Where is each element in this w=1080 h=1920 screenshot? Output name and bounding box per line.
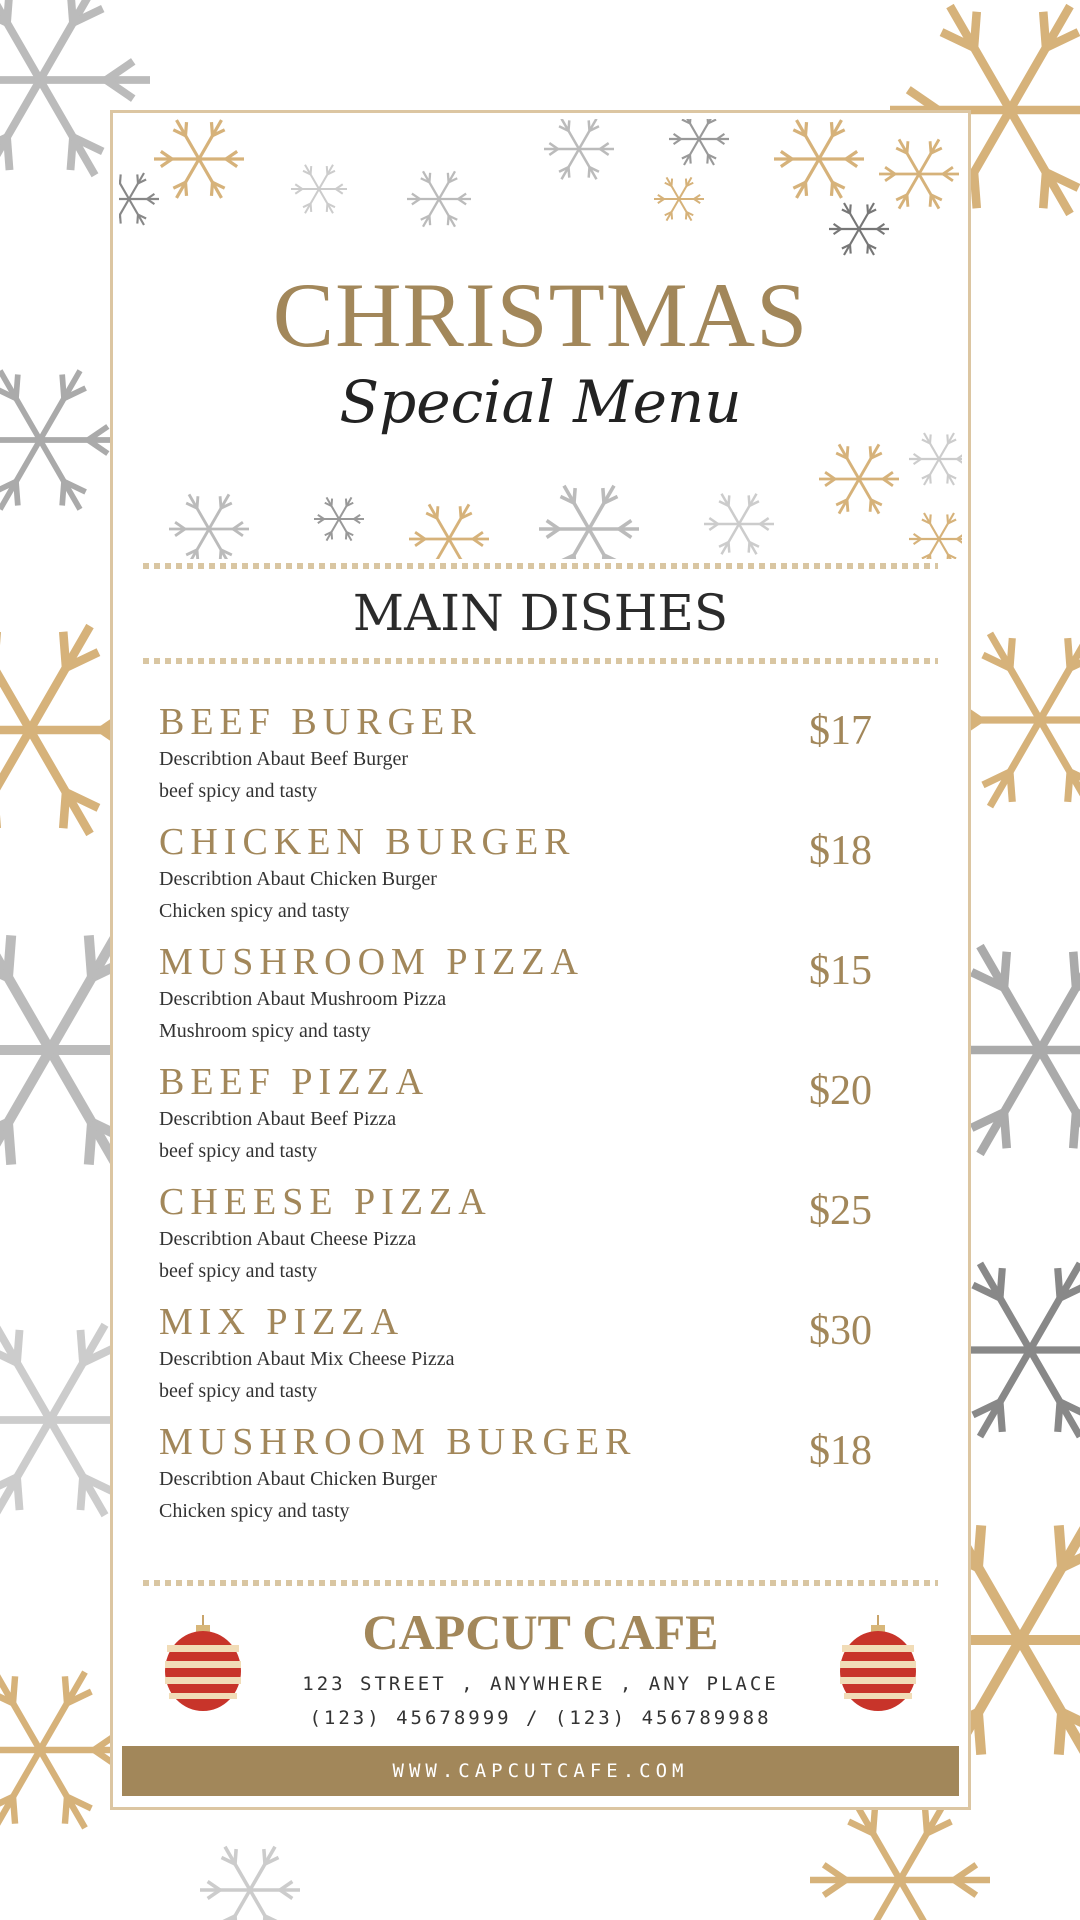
item-description: Describtion Abaut Mix Cheese Pizza bbox=[159, 1348, 455, 1370]
christmas-ornament-icon bbox=[840, 1615, 916, 1711]
item-description: beef spicy and tasty bbox=[159, 1260, 318, 1282]
item-description: Chicken spicy and tasty bbox=[159, 1500, 350, 1522]
item-name: CHICKEN BURGER bbox=[159, 821, 576, 863]
menu-item: MIX PIZZA Describtion Abaut Mix Cheese P… bbox=[159, 1301, 922, 1411]
item-price: $17 bbox=[809, 708, 872, 754]
item-price: $18 bbox=[809, 828, 872, 874]
cafe-phone: (123) 45678999 / (123) 456789988 bbox=[309, 1707, 772, 1729]
website-link[interactable]: WWW.CAPCUTCAFE.COM bbox=[122, 1746, 959, 1796]
section-title: MAIN DISHES bbox=[352, 584, 729, 642]
item-description: Describtion Abaut Cheese Pizza bbox=[159, 1228, 417, 1250]
snowflake-icon bbox=[0, 369, 120, 511]
snowflake-icon bbox=[200, 1845, 300, 1920]
cafe-name: CAPCUT CAFE bbox=[362, 1604, 719, 1660]
snowflake-icon bbox=[314, 496, 364, 542]
item-description: Describtion Abaut Chicken Burger bbox=[159, 1468, 437, 1490]
item-name: MUSHROOM BURGER bbox=[159, 1421, 637, 1463]
divider bbox=[143, 563, 938, 569]
cafe-address: 123 STREET , ANYWHERE , ANY PLACE bbox=[302, 1673, 779, 1695]
snowflake-icon bbox=[544, 119, 614, 180]
christmas-ornament-icon bbox=[165, 1615, 241, 1711]
item-price: $15 bbox=[809, 948, 872, 994]
menu-item: CHICKEN BURGER Describtion Abaut Chicken… bbox=[159, 821, 922, 931]
snowflake-icon bbox=[810, 1800, 990, 1920]
menu-subtitle: Special Menu bbox=[339, 368, 742, 436]
menu-header: CHRISTMAS Special Menu bbox=[119, 119, 962, 559]
menu-item: MUSHROOM BURGER Describtion Abaut Chicke… bbox=[159, 1421, 922, 1531]
snowflake-icon bbox=[669, 119, 729, 166]
snowflake-decoration bbox=[119, 119, 962, 559]
item-name: CHEESE PIZZA bbox=[159, 1181, 492, 1223]
snowflake-icon bbox=[0, 0, 150, 178]
menu-card: CHRISTMAS Special Menu MAIN DISHES BEEF … bbox=[110, 110, 971, 1810]
item-description: Describtion Abaut Chicken Burger bbox=[159, 868, 437, 890]
snowflake-icon bbox=[909, 432, 962, 486]
item-name: MUSHROOM PIZZA bbox=[159, 941, 584, 983]
snowflake-icon bbox=[154, 119, 244, 199]
menu-item: MUSHROOM PIZZA Describtion Abaut Mushroo… bbox=[159, 941, 922, 1051]
snowflake-icon bbox=[291, 164, 347, 214]
item-price: $20 bbox=[809, 1068, 872, 1114]
item-price: $30 bbox=[809, 1308, 872, 1354]
menu-item: BEEF BURGER Describtion Abaut Beef Burge… bbox=[159, 701, 922, 811]
menu-item: CHEESE PIZZA Describtion Abaut Cheese Pi… bbox=[159, 1181, 922, 1291]
item-description: Chicken spicy and tasty bbox=[159, 900, 350, 922]
snowflake-icon bbox=[407, 170, 471, 228]
item-description: Describtion Abaut Beef Burger bbox=[159, 748, 409, 770]
item-price: $18 bbox=[809, 1428, 872, 1474]
snowflake-icon bbox=[0, 926, 190, 1174]
item-description: Mushroom spicy and tasty bbox=[159, 1020, 371, 1042]
item-description: Describtion Abaut Mushroom Pizza bbox=[159, 988, 447, 1010]
snowflake-icon bbox=[169, 493, 249, 559]
snowflake-icon bbox=[539, 484, 639, 559]
item-name: MIX PIZZA bbox=[159, 1301, 405, 1343]
snowflake-icon bbox=[774, 119, 864, 199]
snowflake-icon bbox=[409, 503, 489, 559]
divider bbox=[143, 1580, 938, 1586]
divider bbox=[143, 658, 938, 664]
item-name: BEEF BURGER bbox=[159, 701, 482, 743]
snowflake-icon bbox=[930, 1261, 1080, 1439]
item-name: BEEF PIZZA bbox=[159, 1061, 430, 1103]
menu-item: BEEF PIZZA Describtion Abaut Beef Pizza … bbox=[159, 1061, 922, 1171]
item-description: beef spicy and tasty bbox=[159, 780, 318, 802]
item-description: Describtion Abaut Beef Pizza bbox=[159, 1108, 397, 1130]
snowflake-icon bbox=[829, 202, 889, 256]
snowflake-icon bbox=[819, 443, 899, 515]
snowflake-icon bbox=[704, 493, 774, 555]
snowflake-icon bbox=[909, 512, 962, 559]
snowflake-icon bbox=[879, 138, 959, 210]
snowflake-icon bbox=[654, 176, 704, 222]
menu-title: CHRISTMAS bbox=[272, 264, 809, 366]
item-description: beef spicy and tasty bbox=[159, 1140, 318, 1162]
item-description: beef spicy and tasty bbox=[159, 1380, 318, 1402]
snowflake-icon bbox=[119, 172, 159, 226]
item-price: $25 bbox=[809, 1188, 872, 1234]
